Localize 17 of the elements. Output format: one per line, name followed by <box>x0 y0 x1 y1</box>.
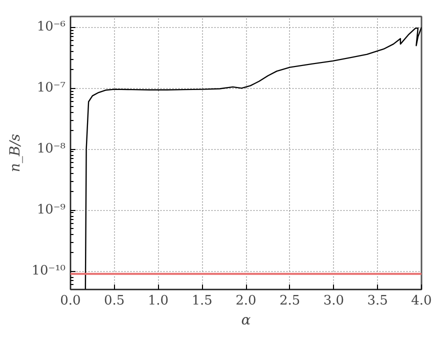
y-axis-title: n_B/s <box>8 134 24 172</box>
x-tick-label: 0.0 <box>60 294 81 308</box>
x-axis-title: α <box>241 312 252 328</box>
x-tick-label: 1.0 <box>148 294 169 308</box>
y-tick-label: 10⁻⁶ <box>36 20 66 35</box>
x-tick-label: 1.5 <box>192 294 212 308</box>
x-tick-label: 0.5 <box>104 294 125 308</box>
y-tick-label: 10⁻⁸ <box>36 142 66 157</box>
x-tick-label: 2.0 <box>236 294 256 308</box>
y-tick-label: 10⁻⁹ <box>36 202 66 218</box>
x-tick-label: 3.0 <box>323 294 344 308</box>
x-tick-label: 2.5 <box>280 294 300 308</box>
line-series <box>84 26 422 290</box>
x-tick-label: 3.5 <box>367 294 388 308</box>
y-tick-label: 10⁻⁷ <box>36 80 66 96</box>
y-tick-label: 10⁻¹⁰ <box>32 264 66 279</box>
x-tick-label: 4.0 <box>411 294 432 308</box>
